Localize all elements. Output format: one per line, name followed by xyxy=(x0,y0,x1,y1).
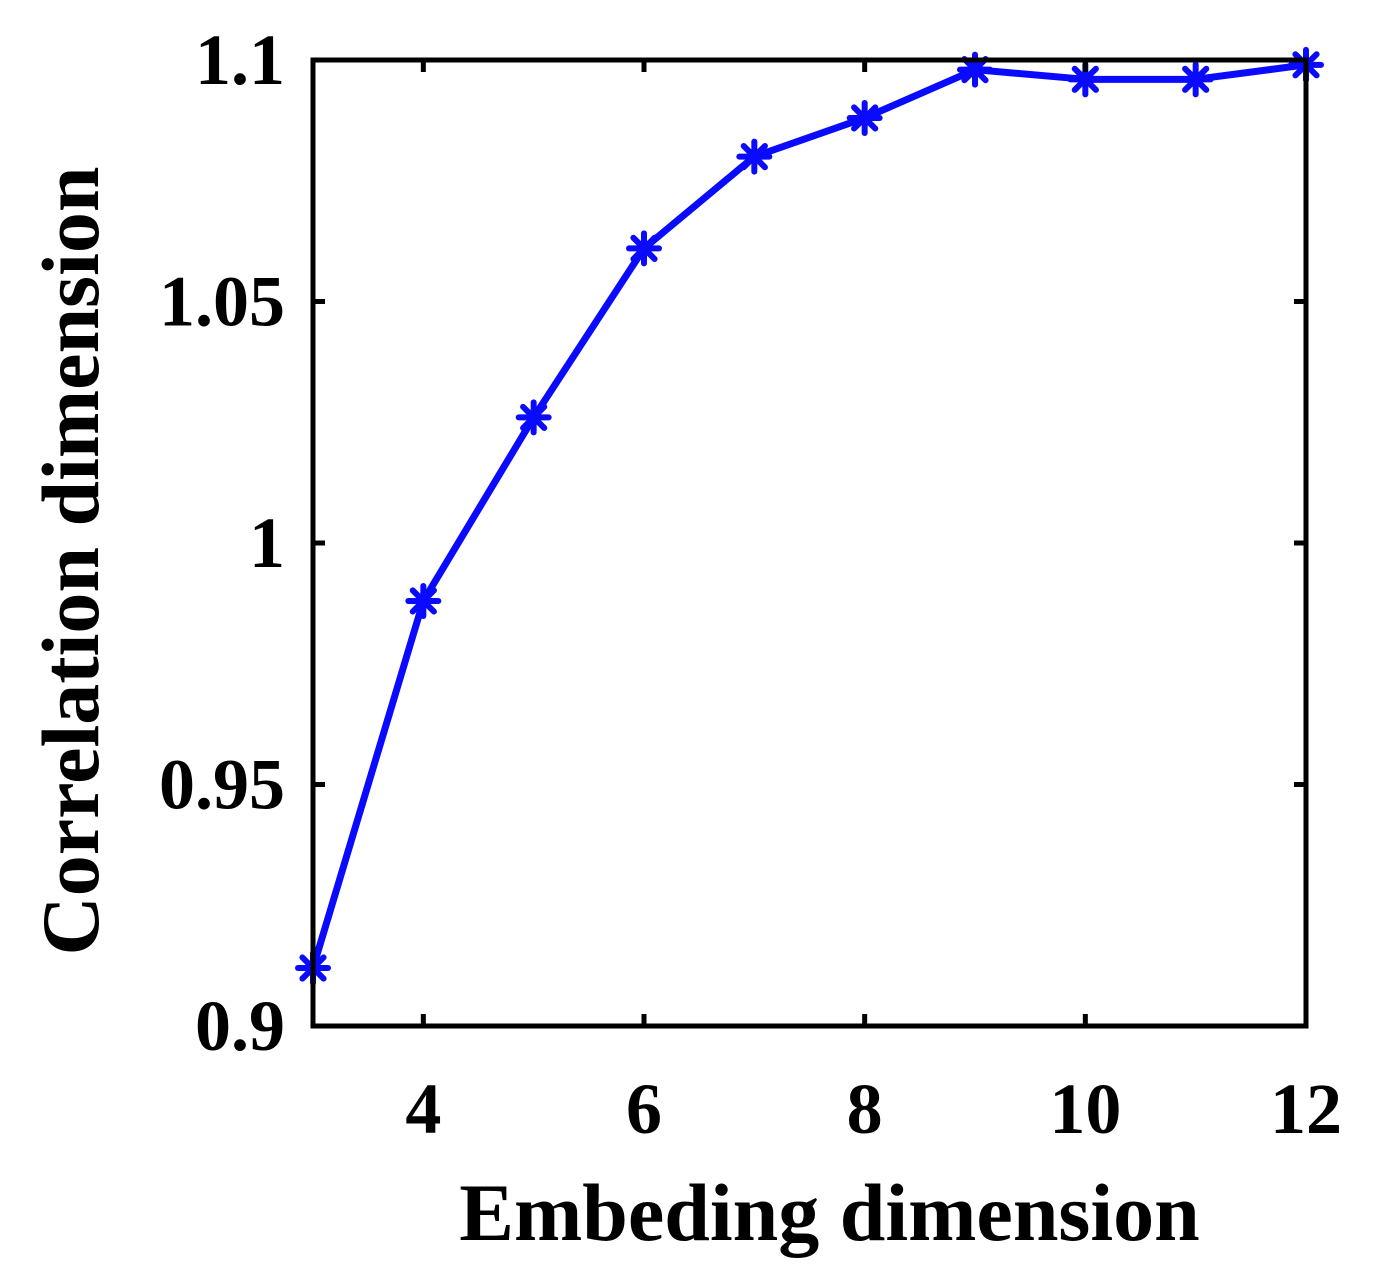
plot-area xyxy=(295,46,1324,987)
x-tick-label: 8 xyxy=(847,1069,883,1149)
data-point-marker xyxy=(736,138,773,175)
data-point-marker xyxy=(1067,61,1104,98)
x-tick-label: 4 xyxy=(405,1069,441,1149)
axis-ticks: 4 6 8 10 12 0.9 0.95 1 1.05 1.1 xyxy=(159,20,1342,1149)
x-axis-label: Embeding dimension xyxy=(459,1167,1199,1258)
y-tick-label: 1 xyxy=(249,503,285,583)
x-tick-label: 10 xyxy=(1049,1069,1121,1149)
y-tick-label: 0.9 xyxy=(195,986,285,1066)
y-tick-label: 0.95 xyxy=(159,745,285,825)
y-tick-label: 1.1 xyxy=(195,20,285,100)
x-tick-label: 12 xyxy=(1270,1069,1342,1149)
y-axis-label: Correlation dimension xyxy=(25,167,116,956)
data-point-marker xyxy=(405,582,442,619)
data-point-marker xyxy=(846,99,883,136)
data-point-marker xyxy=(515,399,552,436)
y-tick-label: 1.05 xyxy=(159,262,285,342)
series-line xyxy=(309,61,1310,972)
x-tick-label: 6 xyxy=(626,1069,662,1149)
data-point-marker xyxy=(1177,61,1214,98)
data-point-marker xyxy=(626,230,662,267)
